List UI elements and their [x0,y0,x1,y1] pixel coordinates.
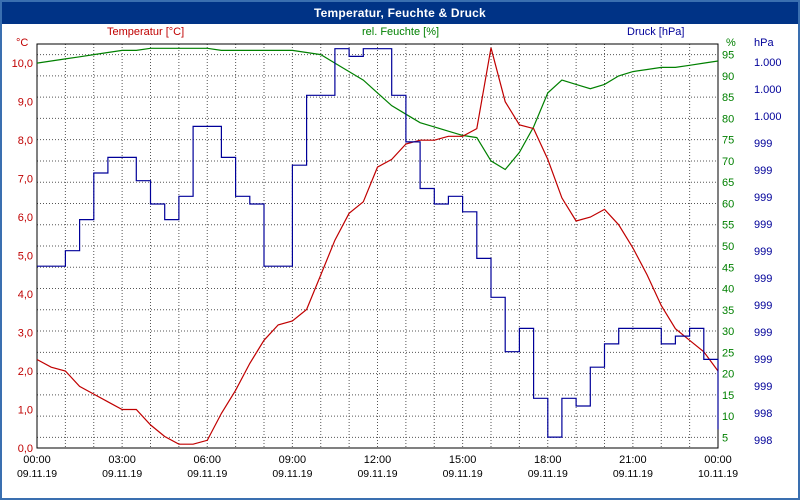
x-tick-time: 18:00 [534,454,562,466]
x-tick-time: 00:00 [704,454,732,466]
humidity-tick-label: 5 [722,432,728,444]
temperature-series-line [36,47,719,445]
temperature-tick-label: 1,0 [18,405,33,417]
temperature-axis-unit: °C [16,37,29,49]
humidity-tick-label: 20 [722,369,734,381]
humidity-series-line [36,47,719,171]
x-tick-time: 12:00 [364,454,392,466]
humidity-tick-label: 70 [722,156,734,168]
x-tick-time: 00:00 [23,454,51,466]
x-tick-date: 10.11.19 [698,468,738,480]
x-tick-time: 06:00 [193,454,221,466]
window-title: Temperatur, Feuchte & Druck [314,6,486,20]
x-tick-date: 09.11.19 [187,468,227,480]
x-tick-date: 09.11.19 [17,468,57,480]
plot-border [36,43,719,449]
humidity-tick-label: 55 [722,220,734,232]
pressure-tick-label: 999 [754,381,772,393]
humidity-tick-label: 75 [722,135,734,147]
x-tick-date: 09.11.19 [443,468,483,480]
temperature-tick-label: 5,0 [18,251,33,263]
pressure-axis-ticks: 1.000 1.000 1.000 999 999 999 999 999 999 999 999 9… [754,57,782,447]
humidity-axis-ticks: 5 10 15 20 25 30 35 40 45 50 55 60 65 70 75 80 85 90 95 [722,50,734,445]
legend-pressure-label: Druck [hPa] [627,26,685,38]
pressure-tick-label: 1.000 [754,111,782,123]
pressure-tick-label: 999 [754,246,772,258]
humidity-tick-label: 65 [722,177,734,189]
temperature-tick-label: 3,0 [18,328,33,340]
temperature-tick-label: 4,0 [18,289,33,301]
x-axis-ticks: 00:00 09.11.19 03:00 09.11.19 06:00 09.11.19 0… [17,454,738,480]
pressure-tick-label: 998 [754,435,772,447]
humidity-tick-label: 85 [722,92,734,104]
title-bar: Temperatur, Feuchte & Druck [2,2,798,24]
pressure-tick-label: 999 [754,192,772,204]
x-tick-date: 09.11.19 [272,468,312,480]
humidity-tick-label: 95 [722,50,734,62]
x-tick-time: 03:00 [108,454,136,466]
pressure-tick-label: 1.000 [754,84,782,96]
humidity-tick-label: 80 [722,113,734,125]
pressure-tick-label: 999 [754,165,772,177]
temperature-tick-label: 6,0 [18,212,33,224]
x-tick-time: 15:00 [449,454,477,466]
chart-region: 0,0 1,0 2,0 3,0 4,0 5,0 6,0 7,0 8,0 9,0 10,0 5 10 15 2… [2,24,798,498]
chart-canvas: 0,0 1,0 2,0 3,0 4,0 5,0 6,0 7,0 8,0 9,0 10,0 5 10 15 2… [12,43,782,480]
legend-humidity-label: rel. Feuchte [%] [362,26,440,38]
humidity-axis-unit: % [726,37,736,49]
temperature-tick-label: 8,0 [18,135,33,147]
x-tick-time: 09:00 [279,454,307,466]
humidity-tick-label: 60 [722,198,734,210]
pressure-tick-label: 1.000 [754,57,782,69]
x-tick-time: 21:00 [619,454,647,466]
humidity-tick-label: 30 [722,326,734,338]
x-tick-date: 09.11.19 [357,468,397,480]
humidity-tick-label: 45 [722,262,734,274]
humidity-tick-label: 25 [722,347,734,359]
humidity-tick-label: 10 [722,411,734,423]
gridlines [37,44,718,448]
legend-temperature-label: Temperatur [°C] [107,26,185,38]
x-tick-date: 09.11.19 [613,468,653,480]
pressure-series-line [37,48,719,438]
pressure-tick-label: 999 [754,138,772,150]
x-tick-date: 09.11.19 [102,468,142,480]
temperature-tick-label: 10,0 [12,58,33,70]
pressure-tick-label: 999 [754,354,772,366]
pressure-tick-label: 998 [754,408,772,420]
pressure-axis-unit: hPa [754,37,774,49]
temperature-tick-label: 9,0 [18,97,33,109]
temperature-axis-ticks: 0,0 1,0 2,0 3,0 4,0 5,0 6,0 7,0 8,0 9,0 10,0 [12,58,33,455]
humidity-tick-label: 90 [722,71,734,83]
pressure-tick-label: 999 [754,219,772,231]
humidity-tick-label: 15 [722,390,734,402]
pressure-tick-label: 999 [754,327,772,339]
temperature-tick-label: 7,0 [18,174,33,186]
x-tick-date: 09.11.19 [528,468,568,480]
pressure-tick-label: 999 [754,300,772,312]
humidity-tick-label: 40 [722,284,734,296]
humidity-tick-label: 50 [722,241,734,253]
humidity-tick-label: 35 [722,305,734,317]
pressure-tick-label: 999 [754,273,772,285]
temperature-tick-label: 2,0 [18,366,33,378]
temperature-tick-label: 0,0 [18,443,33,455]
